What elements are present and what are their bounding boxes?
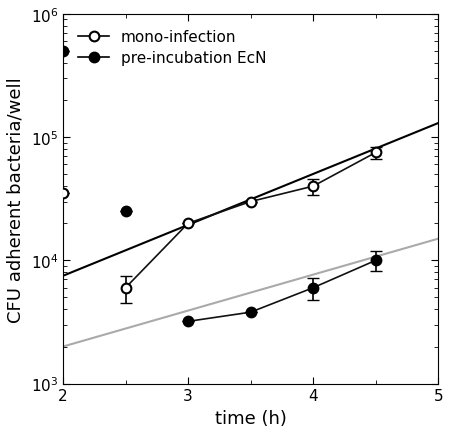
pre-incubation EcN — [123, 209, 128, 214]
mono-infection — [373, 151, 378, 156]
pre-incubation EcN — [185, 319, 191, 324]
pre-incubation EcN — [60, 49, 66, 54]
Line: pre-incubation EcN: pre-incubation EcN — [58, 47, 381, 326]
X-axis label: time (h): time (h) — [215, 409, 287, 427]
pre-incubation EcN — [373, 258, 378, 263]
mono-infection — [185, 221, 191, 227]
mono-infection — [310, 184, 316, 189]
mono-infection — [248, 200, 253, 205]
Y-axis label: CFU adherent bacteria/well: CFU adherent bacteria/well — [7, 77, 25, 322]
mono-infection — [123, 286, 128, 291]
mono-infection — [60, 191, 66, 197]
pre-incubation EcN — [310, 286, 316, 291]
Line: mono-infection: mono-infection — [58, 148, 381, 293]
Legend: mono-infection, pre-incubation EcN: mono-infection, pre-incubation EcN — [71, 23, 274, 74]
pre-incubation EcN — [248, 310, 253, 315]
